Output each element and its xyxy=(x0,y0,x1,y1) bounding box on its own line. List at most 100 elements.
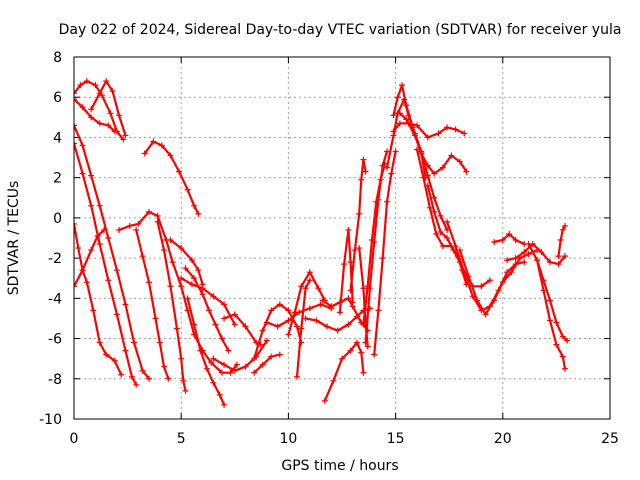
data-point-marker xyxy=(233,361,240,368)
data-point-marker xyxy=(561,222,568,229)
data-point-marker xyxy=(221,315,228,322)
data-point-marker xyxy=(431,208,438,215)
data-point-marker xyxy=(508,269,515,276)
data-point-marker xyxy=(435,130,442,137)
data-point-marker xyxy=(188,281,195,288)
data-point-marker xyxy=(525,241,532,248)
data-point-marker xyxy=(364,283,371,290)
data-point-marker xyxy=(173,325,180,332)
series-line xyxy=(212,339,269,372)
data-point-marker xyxy=(328,303,335,310)
data-point-marker xyxy=(176,168,183,175)
data-point-marker xyxy=(362,339,369,346)
data-point-marker xyxy=(178,355,185,362)
series-line xyxy=(74,124,151,380)
data-point-marker xyxy=(349,299,356,306)
data-point-marker xyxy=(182,387,189,394)
data-point-marker xyxy=(212,321,219,328)
data-point-marker xyxy=(414,146,421,153)
data-point-marker xyxy=(79,170,86,177)
data-point-marker xyxy=(96,202,103,209)
data-point-marker xyxy=(561,365,568,372)
data-point-marker xyxy=(167,152,174,159)
data-point-marker xyxy=(88,114,95,121)
data-point-marker xyxy=(203,365,210,372)
x-tick-label: 0 xyxy=(70,431,79,447)
data-point-marker xyxy=(444,235,451,241)
data-point-marker xyxy=(379,255,386,262)
data-point-marker xyxy=(351,247,358,254)
data-point-marker xyxy=(534,257,541,264)
data-point-marker xyxy=(512,255,519,262)
series-line xyxy=(143,140,200,215)
series-arc-31 xyxy=(371,148,399,358)
series-line xyxy=(398,112,468,175)
series-arc-15 xyxy=(184,295,228,408)
data-point-marker xyxy=(491,297,498,304)
y-axis-label: SDTVAR / TECUs xyxy=(6,181,22,296)
data-point-marker xyxy=(195,210,202,217)
data-point-marker xyxy=(92,82,99,89)
series-arc-8 xyxy=(116,208,240,376)
data-point-marker xyxy=(152,315,159,322)
data-point-marker xyxy=(96,90,103,97)
data-point-marker xyxy=(461,130,468,137)
series-arc-39 xyxy=(456,247,541,318)
data-point-marker xyxy=(358,176,365,183)
data-point-marker xyxy=(364,343,371,350)
data-point-marker xyxy=(122,132,129,139)
y-tick-label: -4 xyxy=(48,291,62,307)
data-point-marker xyxy=(208,359,215,366)
data-point-marker xyxy=(96,120,103,127)
data-point-marker xyxy=(375,307,382,314)
data-point-marker xyxy=(242,323,249,330)
series-line xyxy=(287,271,326,336)
data-point-marker xyxy=(521,249,528,256)
data-point-marker xyxy=(101,226,108,233)
data-point-marker xyxy=(221,361,228,368)
data-point-marker xyxy=(122,347,129,354)
data-point-marker xyxy=(154,218,161,225)
data-point-marker xyxy=(191,202,198,209)
data-point-marker xyxy=(167,283,174,290)
series-line xyxy=(426,184,491,288)
series-arc-22 xyxy=(293,277,313,380)
series-arc-10 xyxy=(141,138,202,217)
data-point-marker xyxy=(437,228,444,235)
data-point-marker xyxy=(433,230,440,237)
data-point-marker xyxy=(306,269,313,276)
series-arc-9 xyxy=(133,226,172,382)
data-point-marker xyxy=(178,245,185,252)
data-point-marker xyxy=(178,283,185,290)
series-arc-27 xyxy=(347,156,369,294)
data-point-marker xyxy=(546,317,553,324)
data-point-marker xyxy=(116,226,123,233)
data-point-marker xyxy=(191,275,198,282)
data-point-marker xyxy=(356,245,363,252)
series-line xyxy=(90,80,127,137)
data-point-marker xyxy=(83,279,90,286)
series-arc-17 xyxy=(210,337,270,374)
data-point-marker xyxy=(356,210,363,217)
tick-labels: 0 5 10 15 20 25 -10 -8 -6 -4 -2 0 2 4 6 8 xyxy=(39,50,619,447)
data-point-marker xyxy=(426,204,433,211)
data-point-marker xyxy=(74,220,77,227)
data-point-marker xyxy=(373,198,380,205)
y-tick-label: 6 xyxy=(53,90,62,106)
x-tick-label: 5 xyxy=(177,431,186,447)
data-point-marker xyxy=(399,82,406,89)
data-point-marker xyxy=(293,373,300,380)
data-point-marker xyxy=(128,373,135,380)
data-point-marker xyxy=(418,150,425,157)
data-point-marker xyxy=(111,128,118,135)
data-point-marker xyxy=(341,261,348,268)
data-point-marker xyxy=(74,90,77,97)
data-point-marker xyxy=(559,226,566,233)
data-point-marker xyxy=(478,283,485,290)
data-point-marker xyxy=(360,156,367,163)
y-tick-label: -2 xyxy=(48,251,62,267)
data-point-marker xyxy=(360,369,367,376)
data-point-marker xyxy=(559,333,566,340)
series-arc-4 xyxy=(74,122,153,382)
